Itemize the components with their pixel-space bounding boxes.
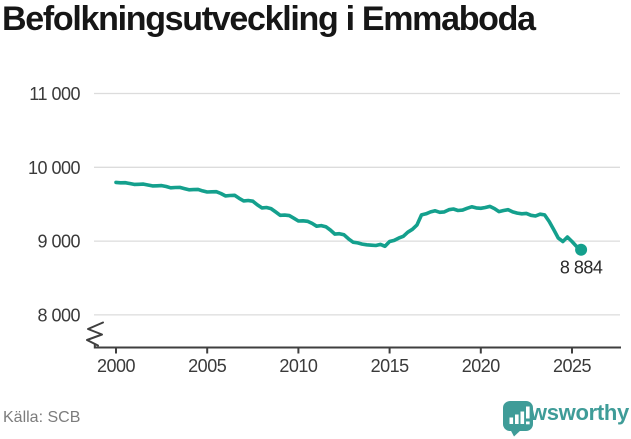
x-tick-label: 2010: [279, 356, 318, 376]
y-tick-label: 9 000: [37, 232, 80, 252]
y-axis-labels: 11 000 10 000 9 000 8 000: [28, 84, 81, 325]
y-tick-label: 11 000: [29, 84, 80, 104]
chart-title: Befolkningsutveckling i Emmaboda: [2, 0, 536, 38]
brand-logo: Newsworthy: [502, 400, 629, 437]
x-axis-labels: 2000 2005 2010 2015 2020 2025: [97, 356, 592, 376]
bar-chart-speech-bubble-icon: [503, 401, 534, 437]
x-tick-label: 2025: [553, 356, 592, 376]
y-tick-label: 8 000: [37, 305, 80, 325]
x-tick-label: 2020: [462, 356, 501, 376]
x-tick-label: 2015: [371, 356, 410, 376]
x-axis: [86, 321, 621, 354]
end-value-label: 8 884: [560, 258, 603, 278]
axis-break-zigzag-icon: [86, 321, 104, 347]
x-tick-label: 2000: [97, 356, 136, 376]
gridlines: [94, 92, 620, 316]
line-end-dot: [575, 243, 588, 256]
population-line: [114, 180, 583, 252]
x-tick-label: 2005: [188, 356, 227, 376]
y-tick-label: 10 000: [28, 158, 81, 178]
source-caption: Källa: SCB: [3, 409, 81, 426]
